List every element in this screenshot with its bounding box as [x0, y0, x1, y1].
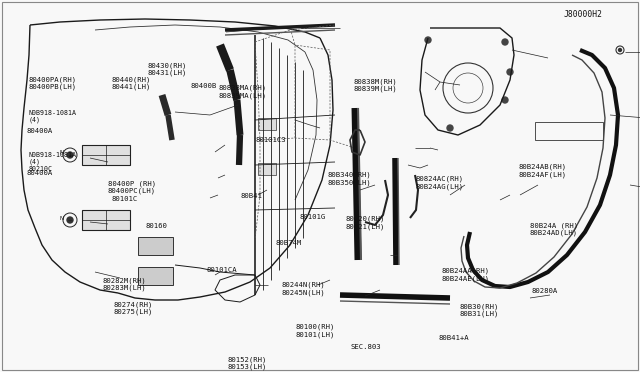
- Circle shape: [618, 48, 621, 51]
- Text: 80400P (RH)
80400PC(LH): 80400P (RH) 80400PC(LH): [108, 180, 156, 195]
- Bar: [138, 267, 173, 285]
- Text: 80400B: 80400B: [191, 83, 217, 89]
- Text: N: N: [60, 215, 64, 221]
- Text: 80274(RH)
80275(LH): 80274(RH) 80275(LH): [114, 301, 154, 315]
- Circle shape: [507, 69, 513, 75]
- Text: 80B30(RH)
80B31(LH): 80B30(RH) 80B31(LH): [460, 303, 499, 317]
- Text: 80824AC(RH)
80B24AG(LH): 80824AC(RH) 80B24AG(LH): [416, 176, 464, 190]
- Circle shape: [425, 37, 431, 43]
- Text: 80100(RH)
80101(LH): 80100(RH) 80101(LH): [296, 324, 335, 338]
- Text: 80101G: 80101G: [300, 214, 326, 220]
- Bar: [82, 145, 130, 165]
- Text: 80160: 80160: [146, 223, 168, 229]
- Text: 80B340(RH)
80B350(LH): 80B340(RH) 80B350(LH): [328, 172, 371, 186]
- Bar: [82, 210, 130, 230]
- Text: 80B41: 80B41: [241, 193, 262, 199]
- Text: 80838M(RH)
80839M(LH): 80838M(RH) 80839M(LH): [353, 78, 397, 92]
- Bar: [258, 163, 276, 175]
- Text: 80B74M: 80B74M: [275, 240, 301, 246]
- Text: 80101C: 80101C: [112, 196, 138, 202]
- Text: 80B24A (RH)
80B24AD(LH): 80B24A (RH) 80B24AD(LH): [530, 222, 578, 237]
- Text: N0B918-1081A
(4): N0B918-1081A (4): [29, 110, 77, 123]
- Text: N: N: [60, 151, 64, 155]
- Bar: [138, 237, 173, 255]
- Text: 80101C3: 80101C3: [256, 137, 287, 143]
- Text: 80282M(RH)
80283M(LH): 80282M(RH) 80283M(LH): [102, 277, 146, 291]
- Circle shape: [502, 97, 508, 103]
- Circle shape: [67, 217, 73, 223]
- Text: 80280A: 80280A: [531, 288, 557, 294]
- Text: 80B41+A: 80B41+A: [438, 335, 469, 341]
- Text: 80B20(RH)
80821(LH): 80B20(RH) 80821(LH): [346, 216, 385, 230]
- Circle shape: [447, 125, 453, 131]
- Text: 80244N(RH)
80245N(LH): 80244N(RH) 80245N(LH): [282, 282, 325, 296]
- Bar: [535, 122, 603, 140]
- Text: 80101CA: 80101CA: [207, 267, 237, 273]
- Text: 80440(RH)
80441(LH): 80440(RH) 80441(LH): [112, 76, 152, 90]
- Text: 80430(RH)
80431(LH): 80430(RH) 80431(LH): [147, 62, 187, 77]
- Text: 80152(RH)
80153(LH): 80152(RH) 80153(LH): [227, 356, 267, 370]
- Circle shape: [502, 39, 508, 45]
- Bar: [258, 118, 276, 130]
- Text: 80B24AB(RH)
80B24AF(LH): 80B24AB(RH) 80B24AF(LH): [518, 164, 566, 178]
- Text: 80400A: 80400A: [27, 128, 53, 134]
- Text: SEC.803: SEC.803: [351, 344, 381, 350]
- Text: J80000H2: J80000H2: [563, 10, 602, 19]
- Text: 80400A: 80400A: [27, 170, 53, 176]
- Circle shape: [67, 152, 73, 158]
- Text: 80838MA(RH)
80839MA(LH): 80838MA(RH) 80839MA(LH): [219, 85, 267, 99]
- Text: N0B918-1081A
(4)
80210C: N0B918-1081A (4) 80210C: [29, 152, 77, 172]
- Text: 80B24AA(RH)
80B24AE(LH): 80B24AA(RH) 80B24AE(LH): [442, 268, 490, 282]
- Text: 80400PA(RH)
80400PB(LH): 80400PA(RH) 80400PB(LH): [29, 76, 77, 90]
